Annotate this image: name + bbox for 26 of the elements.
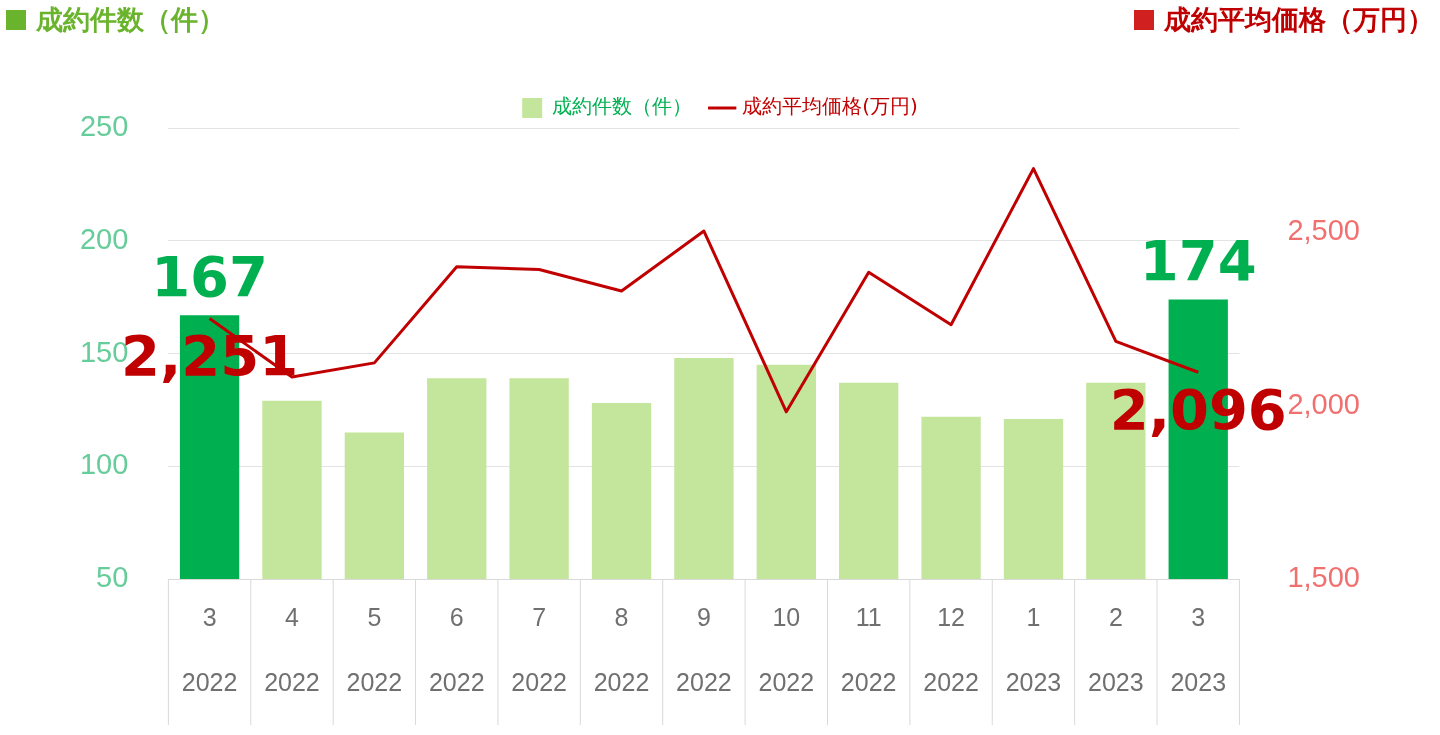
y-tick-label: 100 — [79, 448, 129, 481]
y-tick-label: 200 — [79, 222, 129, 255]
category-label: 11 2022 — [840, 603, 897, 697]
category-label: 9 2022 — [676, 603, 732, 697]
legend-label: 成約平均価格(万円) — [742, 94, 918, 119]
y-tick-label: 50 — [96, 561, 129, 593]
category-label: 2 2023 — [1088, 603, 1144, 697]
category-label: 10 2022 — [758, 603, 815, 697]
y2-tick-label: 2,500 — [1287, 214, 1361, 247]
data-label: 174 — [1139, 227, 1257, 293]
category-label: 3 2022 — [181, 603, 238, 697]
y-axis-title: 成約件数（件） — [36, 3, 225, 37]
category-label: 8 2022 — [593, 603, 650, 697]
y-tick-label: 250 — [79, 110, 129, 142]
data-label: 167 — [151, 243, 269, 309]
legend-label: 成約件数（件） — [552, 94, 693, 119]
y2-axis-title: 成約平均価格（万円） — [1164, 3, 1434, 37]
category-label: 7 2022 — [511, 603, 567, 697]
category-label: 6 2022 — [428, 603, 485, 697]
category-label: 1 2023 — [1005, 603, 1062, 697]
y2-tick-label: 2,000 — [1287, 387, 1361, 420]
category-label: 12 2022 — [923, 603, 979, 697]
category-label: 3 2023 — [1170, 603, 1227, 697]
category-label: 5 2022 — [346, 603, 403, 697]
y2-tick-label: 1,500 — [1287, 561, 1361, 593]
category-label: 4 2022 — [264, 603, 320, 697]
